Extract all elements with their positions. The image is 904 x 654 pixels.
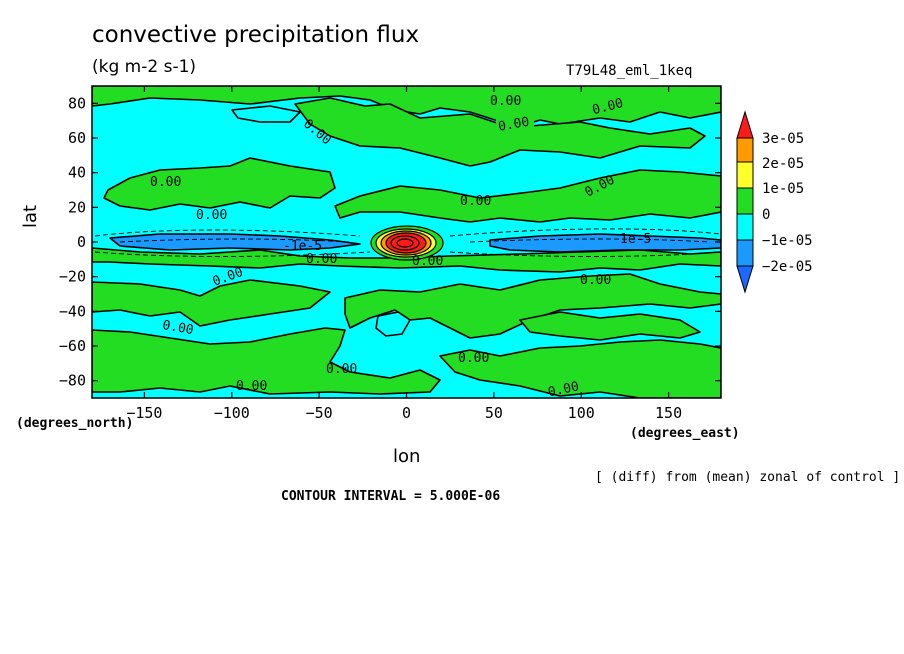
contour-label: 0.00 [490,94,521,109]
contour-label: 0.00 [460,194,491,209]
contour-label: 0.00 [591,96,625,118]
contour-interval: CONTOUR INTERVAL = 5.000E-06 [281,489,501,504]
run-label: T79L48_eml_1keq [566,63,693,79]
y-tick-label: 80 [68,94,86,112]
y-tick-label: −60 [59,337,86,355]
region-n-tropic-east [334,169,721,223]
colorbar-swatch [736,213,754,241]
x-axis-label: lon [393,446,421,467]
region-s-polar-west [92,327,441,395]
y-tick-label: 0 [77,233,86,251]
region-s-polar-east [439,339,721,398]
contour-label: 1e-5 [620,232,651,247]
x-tick-label: −50 [306,404,333,422]
contour-label: -1e-5 [283,239,322,254]
region-s-pocket [519,311,701,341]
x-tick-label: 50 [485,404,503,422]
contour-label: 0.00 [412,254,443,269]
y-tick-label: 60 [68,129,86,147]
contour-label: 0.00 [580,273,611,288]
colorbar: 3e-05 2e-05 1e-05 0 −1e-05 −2e-05 [736,110,813,294]
y-tick-label: −20 [59,268,86,286]
x-tick-label: 100 [568,404,595,422]
colorbar-label: −1e-05 [762,233,813,249]
region-s-midlat-west [92,279,331,327]
y-axis: 80 60 40 20 0 −20 −40 −60 −80 [59,94,721,390]
contour-label: 0.00 [547,379,581,400]
colorbar-top-arrow [736,110,754,139]
difference-note: [ (diff) from (mean) zonal of control ] [595,470,901,485]
contour-label: 0.00 [236,379,267,394]
region-island-north [231,105,301,123]
colorbar-swatch [736,187,754,215]
x-tick-label: 0 [402,404,411,422]
colorbar-label: 3e-05 [762,131,804,147]
colorbar-swatch [736,137,754,163]
contour-label: 0.00 [326,362,357,377]
colorbar-label: 0 [762,207,770,223]
y-tick-label: 40 [68,164,86,182]
y-tick-label: −80 [59,372,86,390]
x-tick-label: 150 [655,404,682,422]
contour-label: 0.00 [150,175,181,190]
region-n-midlat-1 [294,97,706,167]
y-tick-label: −40 [59,302,86,320]
x-axis: −150 −100 −50 0 50 100 150 [126,86,682,422]
y-tick-label: 20 [68,198,86,216]
region-n-subtropic-west [103,157,336,211]
region-equator-blue-east [489,233,721,253]
contour-label: 0.00 [458,351,489,366]
colorbar-swatch [736,161,754,189]
x-axis-unit: (degrees_east) [630,426,740,441]
region-island-south [375,311,411,337]
x-tick-label: −100 [214,404,250,422]
colorbar-label: −2e-05 [762,259,813,275]
negative-contours [94,228,721,257]
colorbar-bottom-arrow [736,265,754,294]
chart-units: (kg m-2 s-1) [92,57,197,77]
region-equator-blue-west [109,233,361,251]
region-north-polar [92,86,721,129]
contour-label: 0.00 [196,208,227,223]
y-axis-unit: (degrees_north) [16,416,134,431]
x-tick-label: −150 [126,404,162,422]
colorbar-label: 2e-05 [762,156,804,172]
contour-label: 0.00 [497,115,530,135]
central-anomaly [370,225,444,261]
contour-label: 0.00 [306,252,337,267]
colorbar-swatch [736,239,754,267]
chart-title: convective precipitation flux [92,22,420,48]
contour-label: 0.00 [161,318,194,338]
colorbar-label: 1e-05 [762,181,804,197]
